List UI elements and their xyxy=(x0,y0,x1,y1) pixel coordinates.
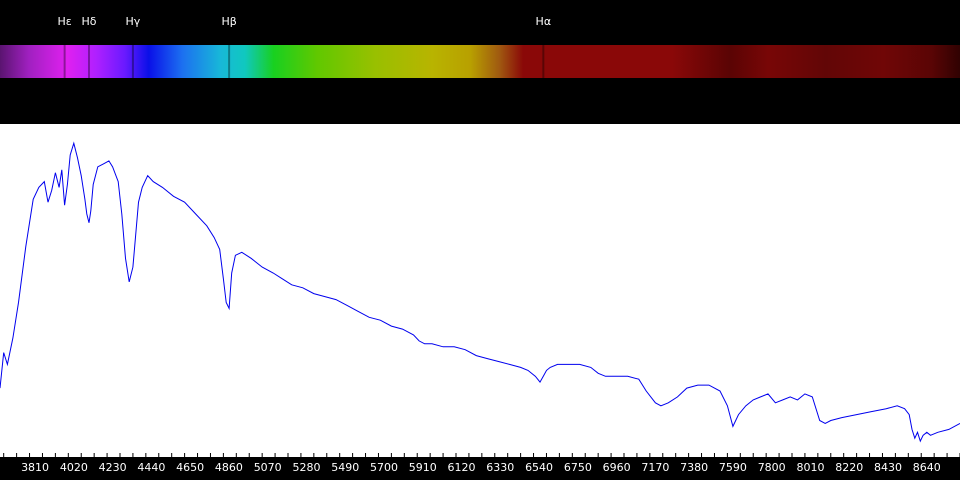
x-tick-label: 5910 xyxy=(408,461,437,474)
x-tick-label: 4020 xyxy=(59,461,88,474)
x-tick-label: 8010 xyxy=(796,461,825,474)
spectral-line-name: Hγ xyxy=(125,15,141,28)
x-tick-label: 7170 xyxy=(641,461,670,474)
x-tick-label: 5070 xyxy=(253,461,282,474)
spectral-line-names: Hε Hδ Hγ Hβ Hα xyxy=(0,0,960,45)
x-tick-label: 7800 xyxy=(757,461,786,474)
absorption-lines xyxy=(63,45,545,78)
x-tick-label: 5490 xyxy=(331,461,360,474)
spectral-line-name: Hβ xyxy=(221,15,237,28)
x-tick-label: 7590 xyxy=(718,461,747,474)
color-spectrum-band xyxy=(0,45,960,78)
x-tick-label: 6120 xyxy=(447,461,476,474)
x-tick-label: 6330 xyxy=(486,461,515,474)
spectral-line-name: Hα xyxy=(535,15,552,28)
plot-area xyxy=(0,124,960,457)
x-tick-label: 4860 xyxy=(214,461,243,474)
spectrum-gradient xyxy=(0,45,960,78)
axis-ticks xyxy=(3,120,960,457)
x-tick-label: 4650 xyxy=(176,461,205,474)
x-tick-label: 5280 xyxy=(292,461,321,474)
spectral-line-name: Hε xyxy=(57,15,72,28)
x-tick-label: 4230 xyxy=(98,461,127,474)
x-tick-label: 8220 xyxy=(835,461,864,474)
x-tick-label: 8430 xyxy=(874,461,902,474)
x-tick-label: 6540 xyxy=(525,461,554,474)
spectral-line-name: Hδ xyxy=(81,15,97,28)
x-tick-label: 5700 xyxy=(370,461,398,474)
x-tick-label: 8640 xyxy=(912,461,941,474)
x-tick-label: 7380 xyxy=(680,461,709,474)
spectrum-line xyxy=(0,141,960,443)
x-tick-label: 6750 xyxy=(563,461,592,474)
x-tick-label: 6960 xyxy=(602,461,631,474)
x-tick-label: 4440 xyxy=(137,461,166,474)
x-tick-label: 3810 xyxy=(21,461,50,474)
